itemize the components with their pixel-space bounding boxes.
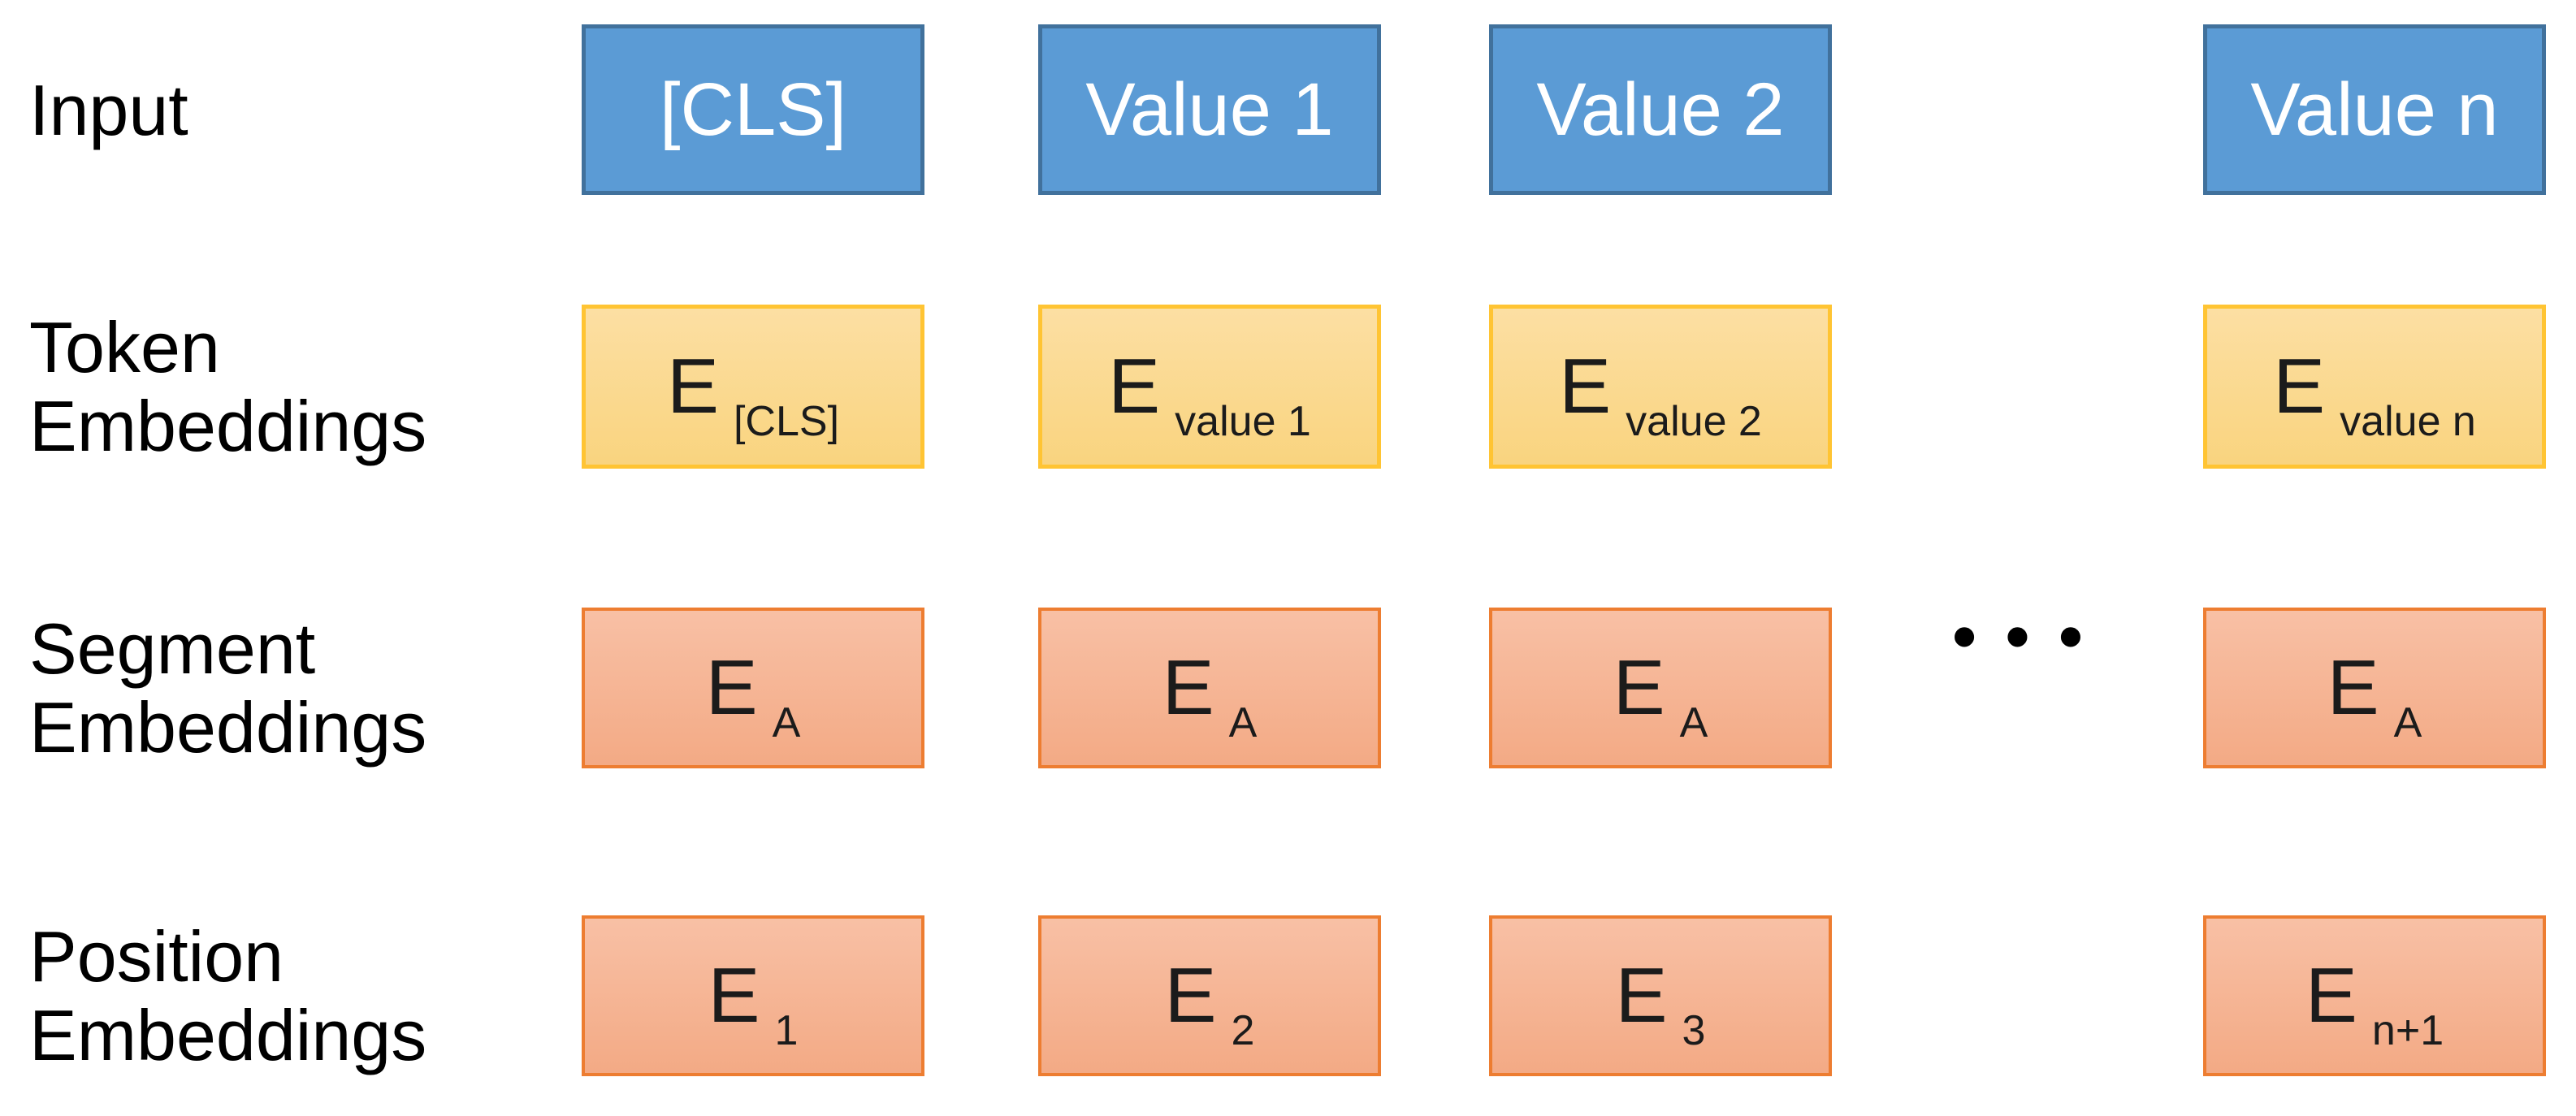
row-label-line: Position — [29, 916, 284, 997]
input-box-value-1: Value 1 — [1038, 24, 1381, 195]
row-label-line: Embeddings — [29, 386, 427, 466]
segment-embedding-box-1: E A — [582, 608, 924, 768]
embedding-symbol: E 2 — [1164, 951, 1255, 1054]
embedding-e: E — [1559, 343, 1612, 430]
embedding-e: E — [1615, 952, 1668, 1039]
embedding-symbol: E 1 — [708, 951, 799, 1054]
token-embedding-box-value-1: E value 1 — [1038, 305, 1381, 469]
embedding-e: E — [705, 644, 758, 731]
embedding-subscript: value 2 — [1626, 398, 1762, 445]
position-embedding-box-n-plus-1: E n+1 — [2203, 915, 2546, 1076]
embedding-subscript: A — [1679, 699, 1708, 746]
position-embedding-box-2: E 2 — [1038, 915, 1381, 1076]
embedding-symbol: E n+1 — [2305, 951, 2444, 1054]
row-label-token-embeddings: Token Embeddings — [29, 305, 549, 469]
embedding-symbol: E value 2 — [1559, 342, 1762, 445]
embedding-subscript: n+1 — [2371, 1007, 2444, 1054]
embedding-subscript: value 1 — [1175, 398, 1311, 445]
input-box-cls: [CLS] — [582, 24, 924, 195]
segment-embedding-box-n: E A — [2203, 608, 2546, 768]
row-label-line: Embeddings — [29, 687, 427, 768]
embedding-subscript: 1 — [774, 1007, 799, 1054]
row-label-position-embeddings: Position Embeddings — [29, 915, 549, 1076]
embedding-subscript: [CLS] — [733, 398, 840, 445]
embedding-subscript: A — [1228, 699, 1258, 746]
row-label-input: Input — [29, 24, 549, 195]
token-embedding-box-value-n: E value n — [2203, 305, 2546, 469]
embedding-symbol: E 3 — [1615, 951, 1706, 1054]
embedding-e: E — [2273, 343, 2326, 430]
embedding-e: E — [1108, 343, 1161, 430]
token-embedding-box-cls: E [CLS] — [582, 305, 924, 469]
row-label-line: Segment — [29, 608, 316, 689]
embedding-e: E — [1613, 644, 1665, 731]
row-label-line: Embeddings — [29, 995, 427, 1075]
token-embedding-box-value-2: E value 2 — [1489, 305, 1832, 469]
embedding-subscript: A — [772, 699, 801, 746]
segment-embedding-box-2: E A — [1038, 608, 1381, 768]
embedding-symbol: E value 1 — [1108, 342, 1311, 445]
embedding-e: E — [666, 343, 719, 430]
row-label-segment-embeddings: Segment Embeddings — [29, 608, 549, 768]
embedding-e: E — [1164, 952, 1217, 1039]
input-box-text: Value n — [2250, 67, 2499, 151]
embedding-e: E — [2305, 952, 2357, 1039]
embedding-symbol: E A — [705, 643, 801, 746]
position-embedding-box-1: E 1 — [582, 915, 924, 1076]
position-embedding-box-3: E 3 — [1489, 915, 1832, 1076]
input-box-text: Value 1 — [1085, 67, 1334, 151]
embedding-symbol: E [CLS] — [666, 342, 839, 445]
embedding-subscript: 3 — [1682, 1007, 1706, 1054]
embedding-e: E — [1162, 644, 1214, 731]
embedding-subscript: 2 — [1231, 1007, 1255, 1054]
input-box-value-2: Value 2 — [1489, 24, 1832, 195]
embedding-symbol: E A — [1162, 643, 1258, 746]
embedding-symbol: E A — [2327, 643, 2422, 746]
row-label-line: Token — [29, 307, 220, 387]
embedding-symbol: E A — [1613, 643, 1708, 746]
segment-embedding-box-3: E A — [1489, 608, 1832, 768]
input-box-text: [CLS] — [659, 67, 847, 151]
ellipsis: ••• — [1952, 598, 2112, 674]
row-label-line: Input — [29, 69, 188, 150]
embedding-subscript: value n — [2340, 398, 2476, 445]
input-box-value-n: Value n — [2203, 24, 2546, 195]
embedding-symbol: E value n — [2273, 342, 2476, 445]
embedding-e: E — [2327, 644, 2379, 731]
input-box-text: Value 2 — [1536, 67, 1785, 151]
embedding-e: E — [708, 952, 760, 1039]
embedding-subscript: A — [2393, 699, 2422, 746]
